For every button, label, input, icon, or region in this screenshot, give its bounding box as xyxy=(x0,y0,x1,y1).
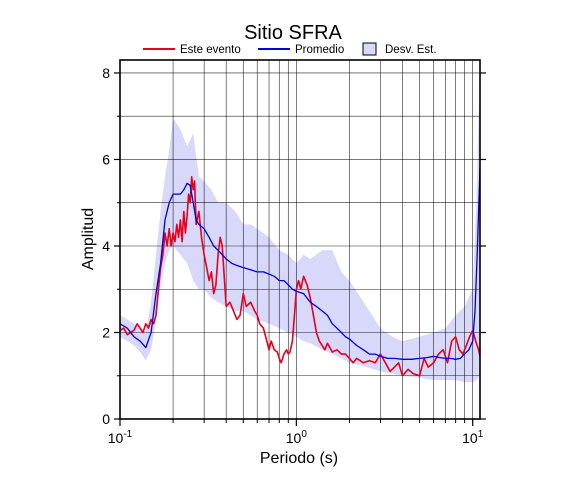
x-tick-label-1: 100 xyxy=(286,429,308,446)
y-axis-label: Amplitud xyxy=(80,208,97,270)
legend-label-1: Promedio xyxy=(295,44,344,56)
y-tick-label-2: 2 xyxy=(102,324,110,340)
chart-title: Sitio SFRA xyxy=(244,22,342,44)
legend-label-2: Desv. Est. xyxy=(385,44,437,56)
y-tick-label-0: 0 xyxy=(102,411,110,427)
legend-label-0: Este evento xyxy=(180,44,241,56)
x-tick-label-0: 10-1 xyxy=(108,429,133,446)
y-tick-label-8: 8 xyxy=(102,65,110,81)
x-tick-label-2: 101 xyxy=(462,429,484,446)
series-line-este-evento xyxy=(120,176,480,377)
x-axis-label: Periodo (s) xyxy=(260,450,338,467)
series-line-promedio xyxy=(120,168,480,360)
plot-frame xyxy=(119,59,481,420)
y-tick-label-6: 6 xyxy=(102,151,110,167)
legend-swatch-2 xyxy=(362,42,377,56)
y-tick-label-4: 4 xyxy=(102,238,110,254)
std-dev-band xyxy=(120,60,480,383)
